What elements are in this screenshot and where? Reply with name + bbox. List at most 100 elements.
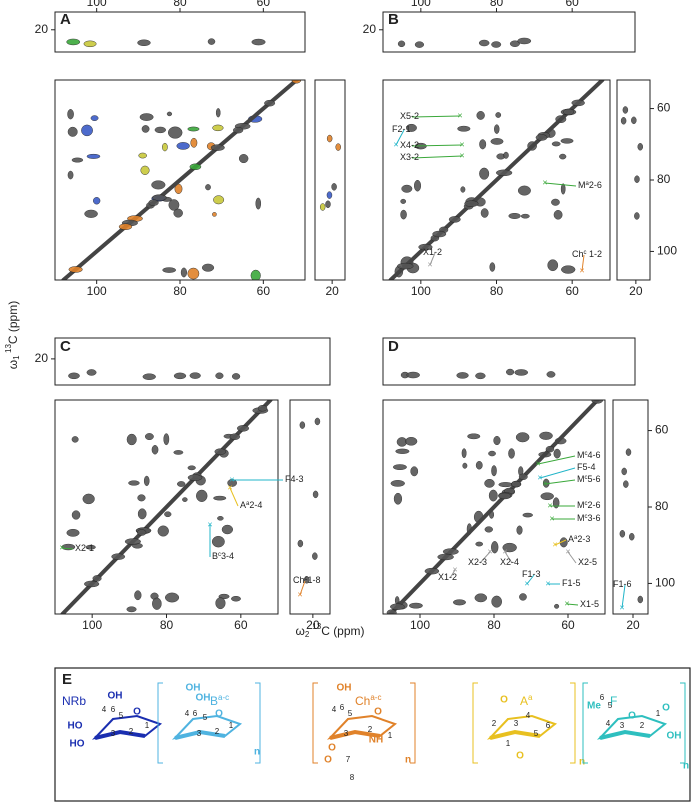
atom-label: O bbox=[662, 703, 670, 714]
contour-peak bbox=[212, 212, 217, 217]
contour-peak bbox=[137, 494, 146, 502]
contour-peak bbox=[124, 538, 141, 545]
annotation-leader bbox=[411, 115, 461, 118]
annotation-marker: × bbox=[393, 139, 398, 149]
annotation-leader bbox=[449, 569, 456, 579]
axis-label: ω1 13C (ppm) bbox=[4, 301, 21, 369]
contour-peak bbox=[479, 139, 487, 150]
contour-peak bbox=[571, 99, 585, 107]
x-tick-label: 100 bbox=[82, 618, 102, 632]
structure-name: NRb bbox=[62, 694, 86, 708]
annotation-label: X1-5 bbox=[580, 599, 599, 609]
contour-peak bbox=[480, 208, 489, 218]
annotation-marker: × bbox=[579, 265, 584, 275]
atom-label: 5 bbox=[534, 729, 539, 738]
text-part: c bbox=[584, 250, 587, 256]
contour-peak bbox=[66, 528, 80, 537]
atom-label: 3 bbox=[197, 729, 202, 738]
contour-peak bbox=[517, 185, 531, 196]
contour-peak bbox=[437, 553, 454, 561]
contour-peak bbox=[187, 465, 196, 471]
text-part: M bbox=[578, 180, 586, 190]
contour-peak bbox=[484, 526, 493, 533]
annotation-leader bbox=[526, 574, 535, 585]
y-tick-label: 100 bbox=[657, 244, 677, 258]
contour-peak bbox=[167, 126, 183, 139]
contour-peak bbox=[163, 433, 170, 446]
contour-peak bbox=[506, 368, 515, 376]
panel-e-frame bbox=[54, 667, 691, 802]
contour-peak bbox=[631, 116, 637, 125]
contour-peak bbox=[212, 124, 224, 132]
contour-peak bbox=[562, 108, 575, 116]
annotation-leader bbox=[544, 182, 577, 187]
contour-peak bbox=[83, 40, 97, 48]
annotation-leader bbox=[567, 551, 577, 564]
x-tick-label: 60 bbox=[561, 618, 575, 632]
x-tick-label: 80 bbox=[160, 618, 174, 632]
structure-name: F bbox=[610, 694, 617, 708]
contour-peak bbox=[297, 539, 304, 548]
contours bbox=[66, 38, 266, 48]
y-tick-label: 80 bbox=[655, 499, 669, 513]
contour-peak bbox=[189, 372, 201, 379]
contours bbox=[68, 369, 241, 380]
text-part: X2-4 bbox=[500, 557, 519, 567]
panel-label: C bbox=[60, 338, 71, 355]
text-part: X1-2 bbox=[423, 247, 442, 257]
atom-label: 4 bbox=[606, 719, 611, 728]
contour-peak bbox=[390, 480, 405, 487]
text-part: X3-2 bbox=[400, 152, 419, 162]
annotation-leader bbox=[621, 584, 626, 609]
contour-peak bbox=[326, 191, 333, 199]
text-part: a-c bbox=[370, 693, 381, 702]
text-part: C (ppm) bbox=[6, 301, 20, 344]
contour-peak bbox=[625, 448, 632, 456]
x-tick-label: 20 bbox=[626, 618, 640, 632]
contour-peak bbox=[432, 230, 447, 238]
contour-peak bbox=[86, 153, 101, 159]
contour-peak bbox=[118, 223, 133, 230]
contour-peak bbox=[189, 163, 202, 171]
text-part: F4-3 bbox=[285, 474, 304, 484]
contour-peak bbox=[475, 541, 484, 547]
atom-label: 6 bbox=[546, 721, 551, 730]
sugar-ring-front bbox=[329, 729, 381, 740]
contour-peak bbox=[456, 372, 469, 379]
contour-peak bbox=[517, 37, 532, 45]
atom-label: OH bbox=[186, 683, 201, 694]
contour-peak bbox=[238, 154, 249, 164]
annotation-leader bbox=[566, 603, 579, 606]
contour-peak bbox=[325, 200, 331, 209]
contour-peak bbox=[503, 151, 509, 159]
contour-peak bbox=[264, 99, 276, 107]
contour-peak bbox=[151, 180, 166, 190]
annotation-marker: × bbox=[227, 482, 232, 492]
diagonal bbox=[61, 80, 299, 280]
contour-peak bbox=[71, 157, 84, 163]
contour-peak bbox=[495, 169, 513, 177]
annotation-marker: × bbox=[542, 478, 547, 488]
text-part: 1 bbox=[12, 355, 21, 360]
plot-frame bbox=[314, 79, 346, 281]
contour-peak bbox=[475, 372, 486, 380]
x-tick-label: 100 bbox=[410, 618, 430, 632]
contour-peak bbox=[173, 372, 187, 380]
contour-peak bbox=[551, 141, 561, 147]
atom-label: 1 bbox=[145, 721, 150, 730]
atom-label: 5 bbox=[203, 713, 208, 722]
contour-peak bbox=[168, 199, 180, 211]
contour-peak bbox=[414, 41, 425, 48]
contour-peak bbox=[214, 448, 227, 455]
annotation-label: X2-5 bbox=[578, 557, 597, 567]
text-part: A bbox=[240, 500, 246, 510]
contour-peak bbox=[211, 535, 225, 548]
contour-peak bbox=[395, 448, 410, 454]
diagonal bbox=[388, 400, 600, 614]
contours bbox=[619, 448, 644, 604]
contours bbox=[397, 37, 532, 48]
contour-peak bbox=[406, 371, 420, 379]
contour-peak bbox=[142, 373, 156, 380]
contour-peak bbox=[478, 39, 490, 47]
atom-label: 1 bbox=[388, 731, 393, 740]
